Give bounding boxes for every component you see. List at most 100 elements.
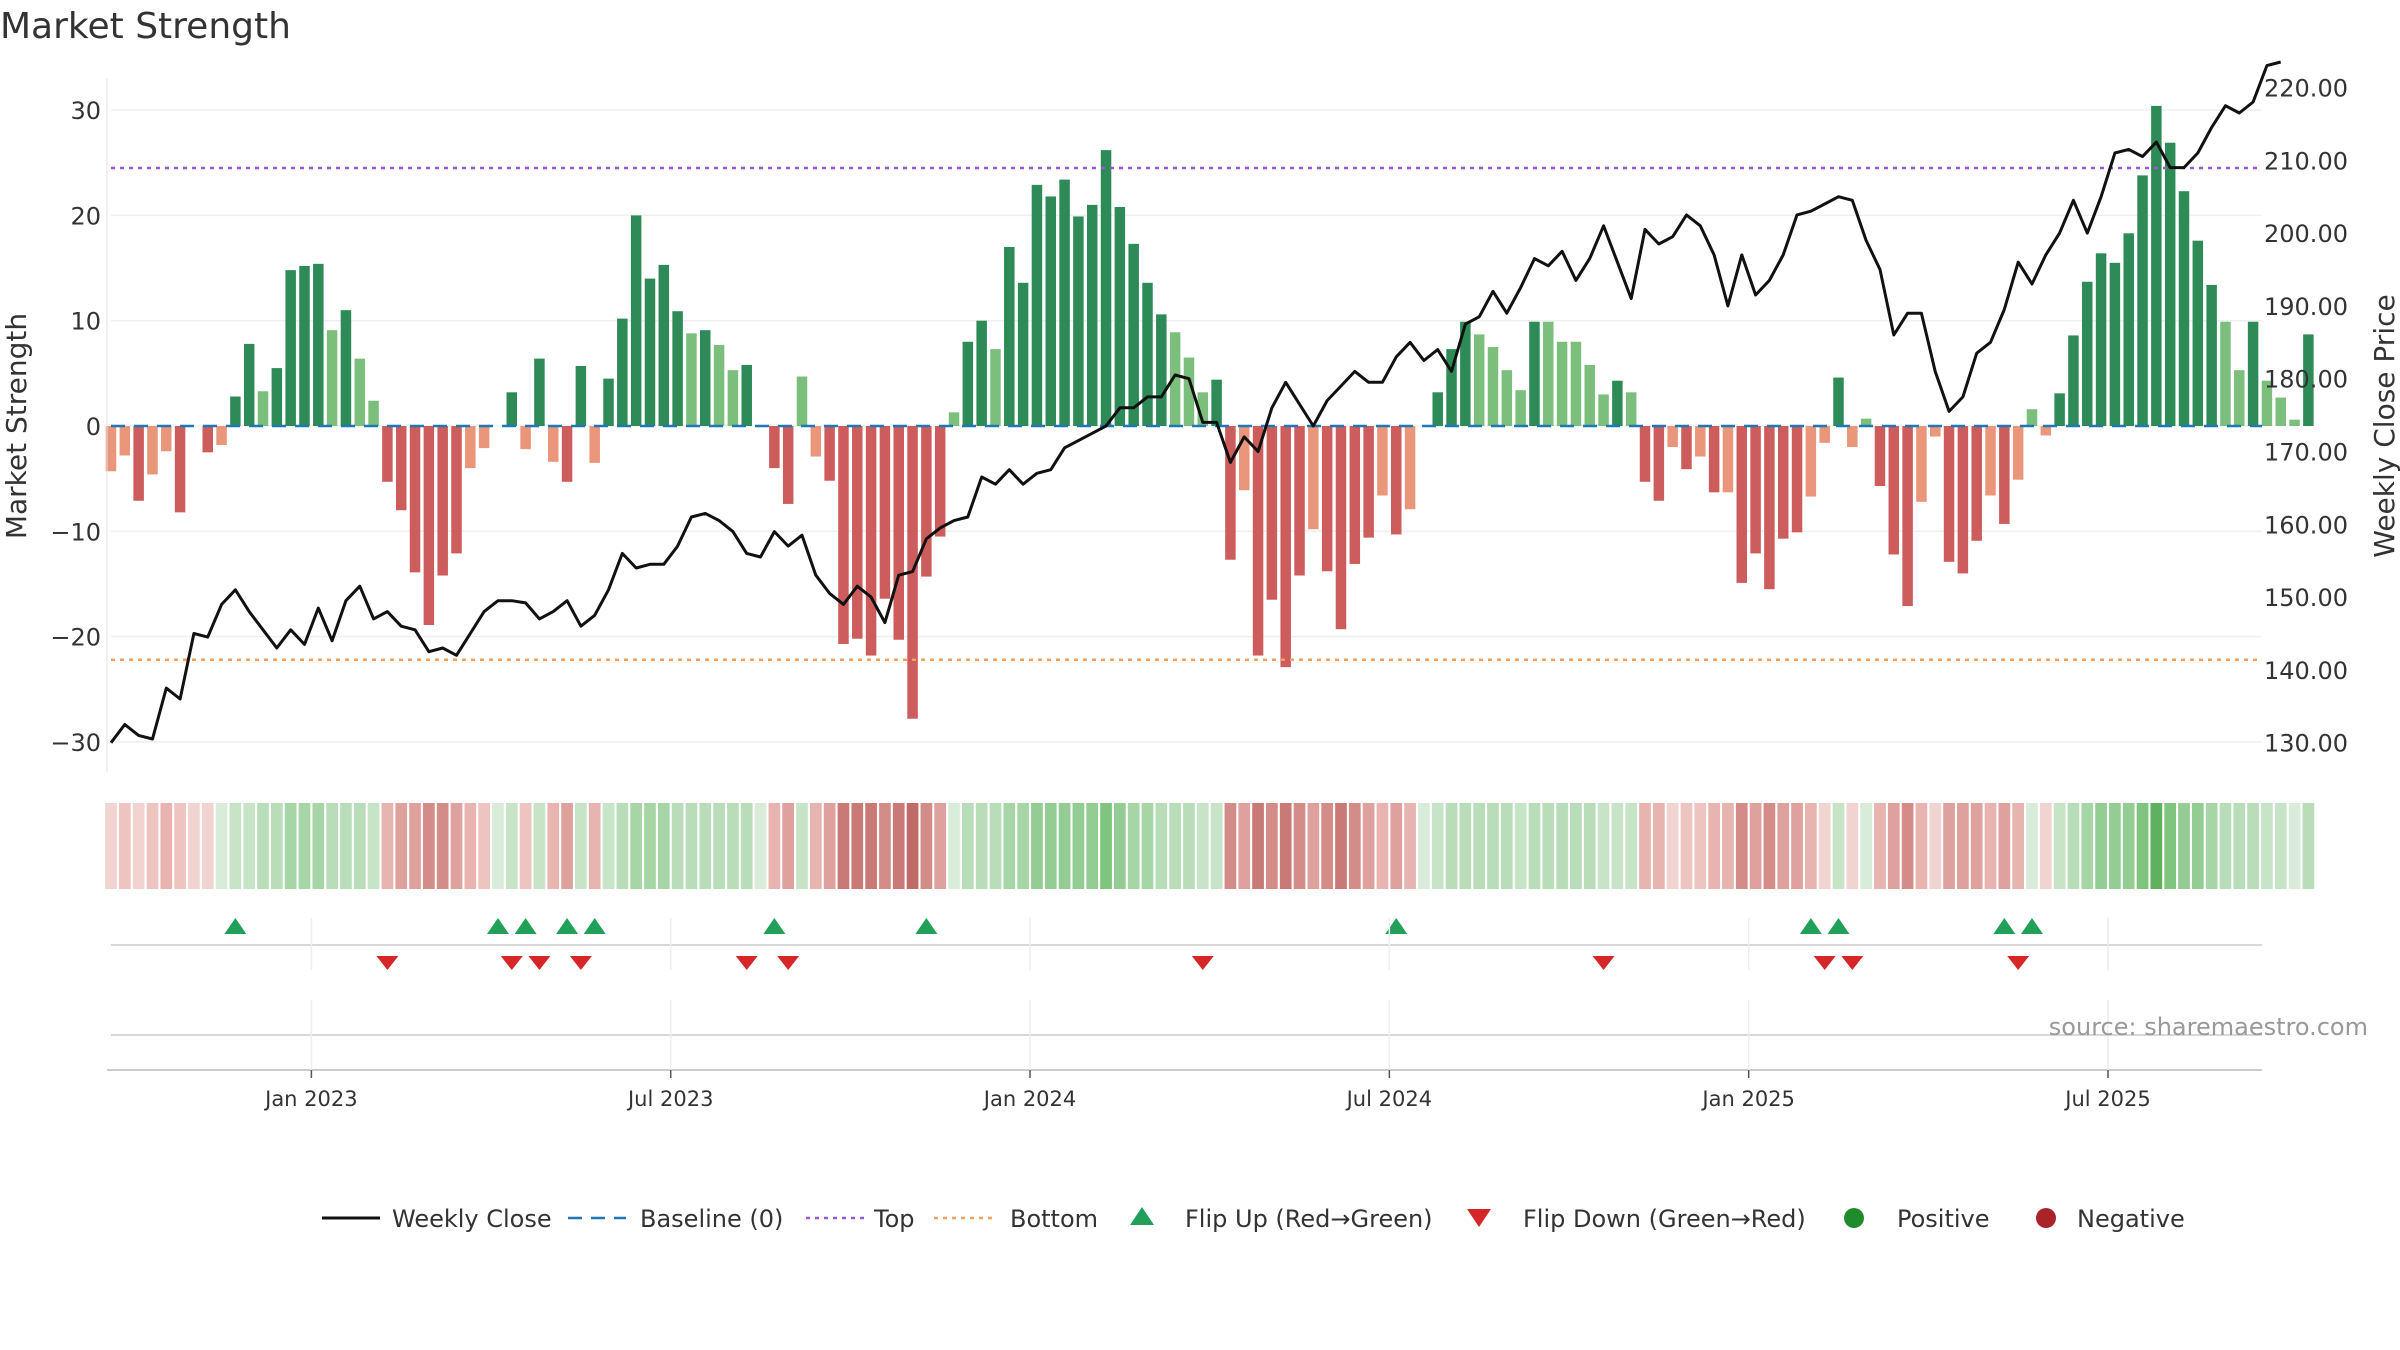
regime-strip-cell bbox=[1003, 803, 1016, 889]
strength-bar bbox=[2068, 335, 2079, 426]
flip-up-marker bbox=[224, 918, 247, 934]
strength-bar bbox=[1142, 282, 1153, 426]
regime-strip-cell bbox=[1915, 803, 1928, 889]
regime-strip-cell bbox=[1611, 803, 1624, 889]
regime-strip-cell bbox=[326, 803, 338, 889]
strength-bar bbox=[1556, 341, 1568, 426]
strength-bar bbox=[520, 426, 531, 450]
strength-bar bbox=[2012, 426, 2024, 480]
strength-bar bbox=[1598, 394, 1609, 426]
flip-down-marker bbox=[569, 956, 592, 970]
y-tick-label-left: 0 bbox=[86, 413, 101, 441]
regime-strip-cell bbox=[1127, 803, 1140, 889]
strength-bar bbox=[1543, 321, 1554, 426]
regime-strip-cell bbox=[381, 803, 394, 889]
strength-bar bbox=[1916, 426, 1927, 502]
regime-strip-cell bbox=[1114, 803, 1126, 889]
strength-bar bbox=[1073, 216, 1084, 426]
legend-item-flip-up: Flip Up (Red→Green) bbox=[1130, 1205, 1433, 1233]
strength-bar bbox=[1847, 426, 1858, 448]
strength-bar bbox=[1750, 426, 1761, 554]
regime-strip-cell bbox=[782, 803, 795, 889]
regime-strip-cell bbox=[229, 803, 242, 889]
strength-bar bbox=[1017, 282, 1029, 426]
weekly-close-line bbox=[109, 60, 2282, 744]
strength-bar bbox=[395, 426, 407, 511]
strength-bar bbox=[1004, 246, 1015, 426]
y-tick-label-left: −20 bbox=[50, 624, 101, 652]
strength-bar bbox=[1404, 426, 1416, 510]
legend-item-negative: Negative bbox=[2036, 1205, 2185, 1233]
regime-strip-cell bbox=[2053, 803, 2066, 889]
regime-strip-cell bbox=[754, 803, 767, 889]
x-tick-label: Jan 2023 bbox=[263, 1087, 358, 1111]
strength-bar bbox=[1888, 426, 1900, 555]
regime-strip-cell bbox=[2136, 803, 2149, 889]
regime-strip-cell bbox=[1224, 803, 1237, 889]
regime-strip-cell bbox=[450, 803, 463, 889]
regime-strip-cell bbox=[1514, 803, 1527, 889]
level-lines bbox=[111, 166, 2262, 662]
strength-bar bbox=[2137, 175, 2148, 426]
regime-strip-cell bbox=[2067, 803, 2080, 889]
strength-bar bbox=[1529, 321, 1540, 426]
strength-bar bbox=[1432, 392, 1443, 426]
y-tick-label-right: 140.00 bbox=[2264, 657, 2348, 685]
strength-bar bbox=[1625, 392, 1637, 426]
strength-bar bbox=[2234, 370, 2245, 426]
strength-bar bbox=[230, 396, 241, 426]
regime-strip-cell bbox=[2122, 803, 2135, 889]
flip-down-marker bbox=[500, 956, 523, 970]
strength-bar bbox=[865, 426, 877, 656]
strength-bar bbox=[852, 426, 863, 639]
strength-bar bbox=[534, 358, 545, 426]
strength-bar bbox=[368, 400, 379, 426]
strength-bar bbox=[1487, 347, 1499, 426]
regime-strip-cell bbox=[1818, 803, 1831, 889]
y-tick-label-left: 30 bbox=[70, 97, 101, 125]
regime-strip-cell bbox=[409, 803, 421, 889]
legend-label: Flip Down (Green→Red) bbox=[1523, 1205, 1806, 1233]
strength-bar bbox=[2247, 321, 2259, 426]
regime-strip-cell bbox=[1652, 803, 1665, 889]
strength-bar bbox=[354, 358, 366, 426]
strength-bar bbox=[2220, 321, 2231, 426]
y-tick-label-right: 200.00 bbox=[2264, 220, 2348, 248]
strength-bar bbox=[147, 426, 158, 475]
regime-strip-cell bbox=[879, 803, 891, 889]
regime-strip-cell bbox=[1597, 803, 1610, 889]
strength-bar bbox=[2289, 419, 2300, 426]
legend-label: Top bbox=[873, 1205, 915, 1233]
regime-strip-cell bbox=[547, 803, 560, 889]
regime-strip-cell bbox=[2247, 803, 2259, 889]
strength-bar bbox=[2095, 253, 2107, 426]
strength-bar bbox=[2192, 240, 2204, 426]
flip-up-marker bbox=[583, 918, 606, 934]
strength-bar bbox=[810, 426, 822, 457]
strength-bar bbox=[313, 263, 324, 426]
regime-strip-cell bbox=[1044, 803, 1057, 889]
flip-up-marker bbox=[1385, 918, 1408, 934]
strength-bar bbox=[299, 265, 310, 426]
legend-positive-icon bbox=[1844, 1208, 1864, 1228]
regime-strip-cell bbox=[2233, 803, 2246, 889]
strength-bar bbox=[2109, 262, 2121, 426]
strength-bar bbox=[1943, 426, 1955, 562]
strength-bar bbox=[1100, 150, 1112, 426]
regime-strip-cell bbox=[1666, 803, 1679, 889]
regime-strip-cell bbox=[1874, 803, 1886, 889]
regime-strip-cell bbox=[851, 803, 864, 889]
strength-bar bbox=[1985, 426, 1996, 496]
flip-down-marker bbox=[1191, 956, 1214, 970]
regime-strip-cell bbox=[892, 803, 905, 889]
regime-strip-cell bbox=[1362, 803, 1375, 889]
legend: Weekly Close Baseline (0) Top Bottom Flip Up… bbox=[322, 1205, 2185, 1233]
regime-strip-cell bbox=[243, 803, 256, 889]
strength-bar bbox=[1833, 377, 1844, 426]
regime-strip-cell bbox=[1348, 803, 1361, 889]
flip-down-marker bbox=[1592, 956, 1615, 970]
y-tick-label-right: 160.00 bbox=[2264, 511, 2348, 539]
strength-bar bbox=[1473, 334, 1485, 426]
regime-strip-cell bbox=[1542, 803, 1555, 889]
